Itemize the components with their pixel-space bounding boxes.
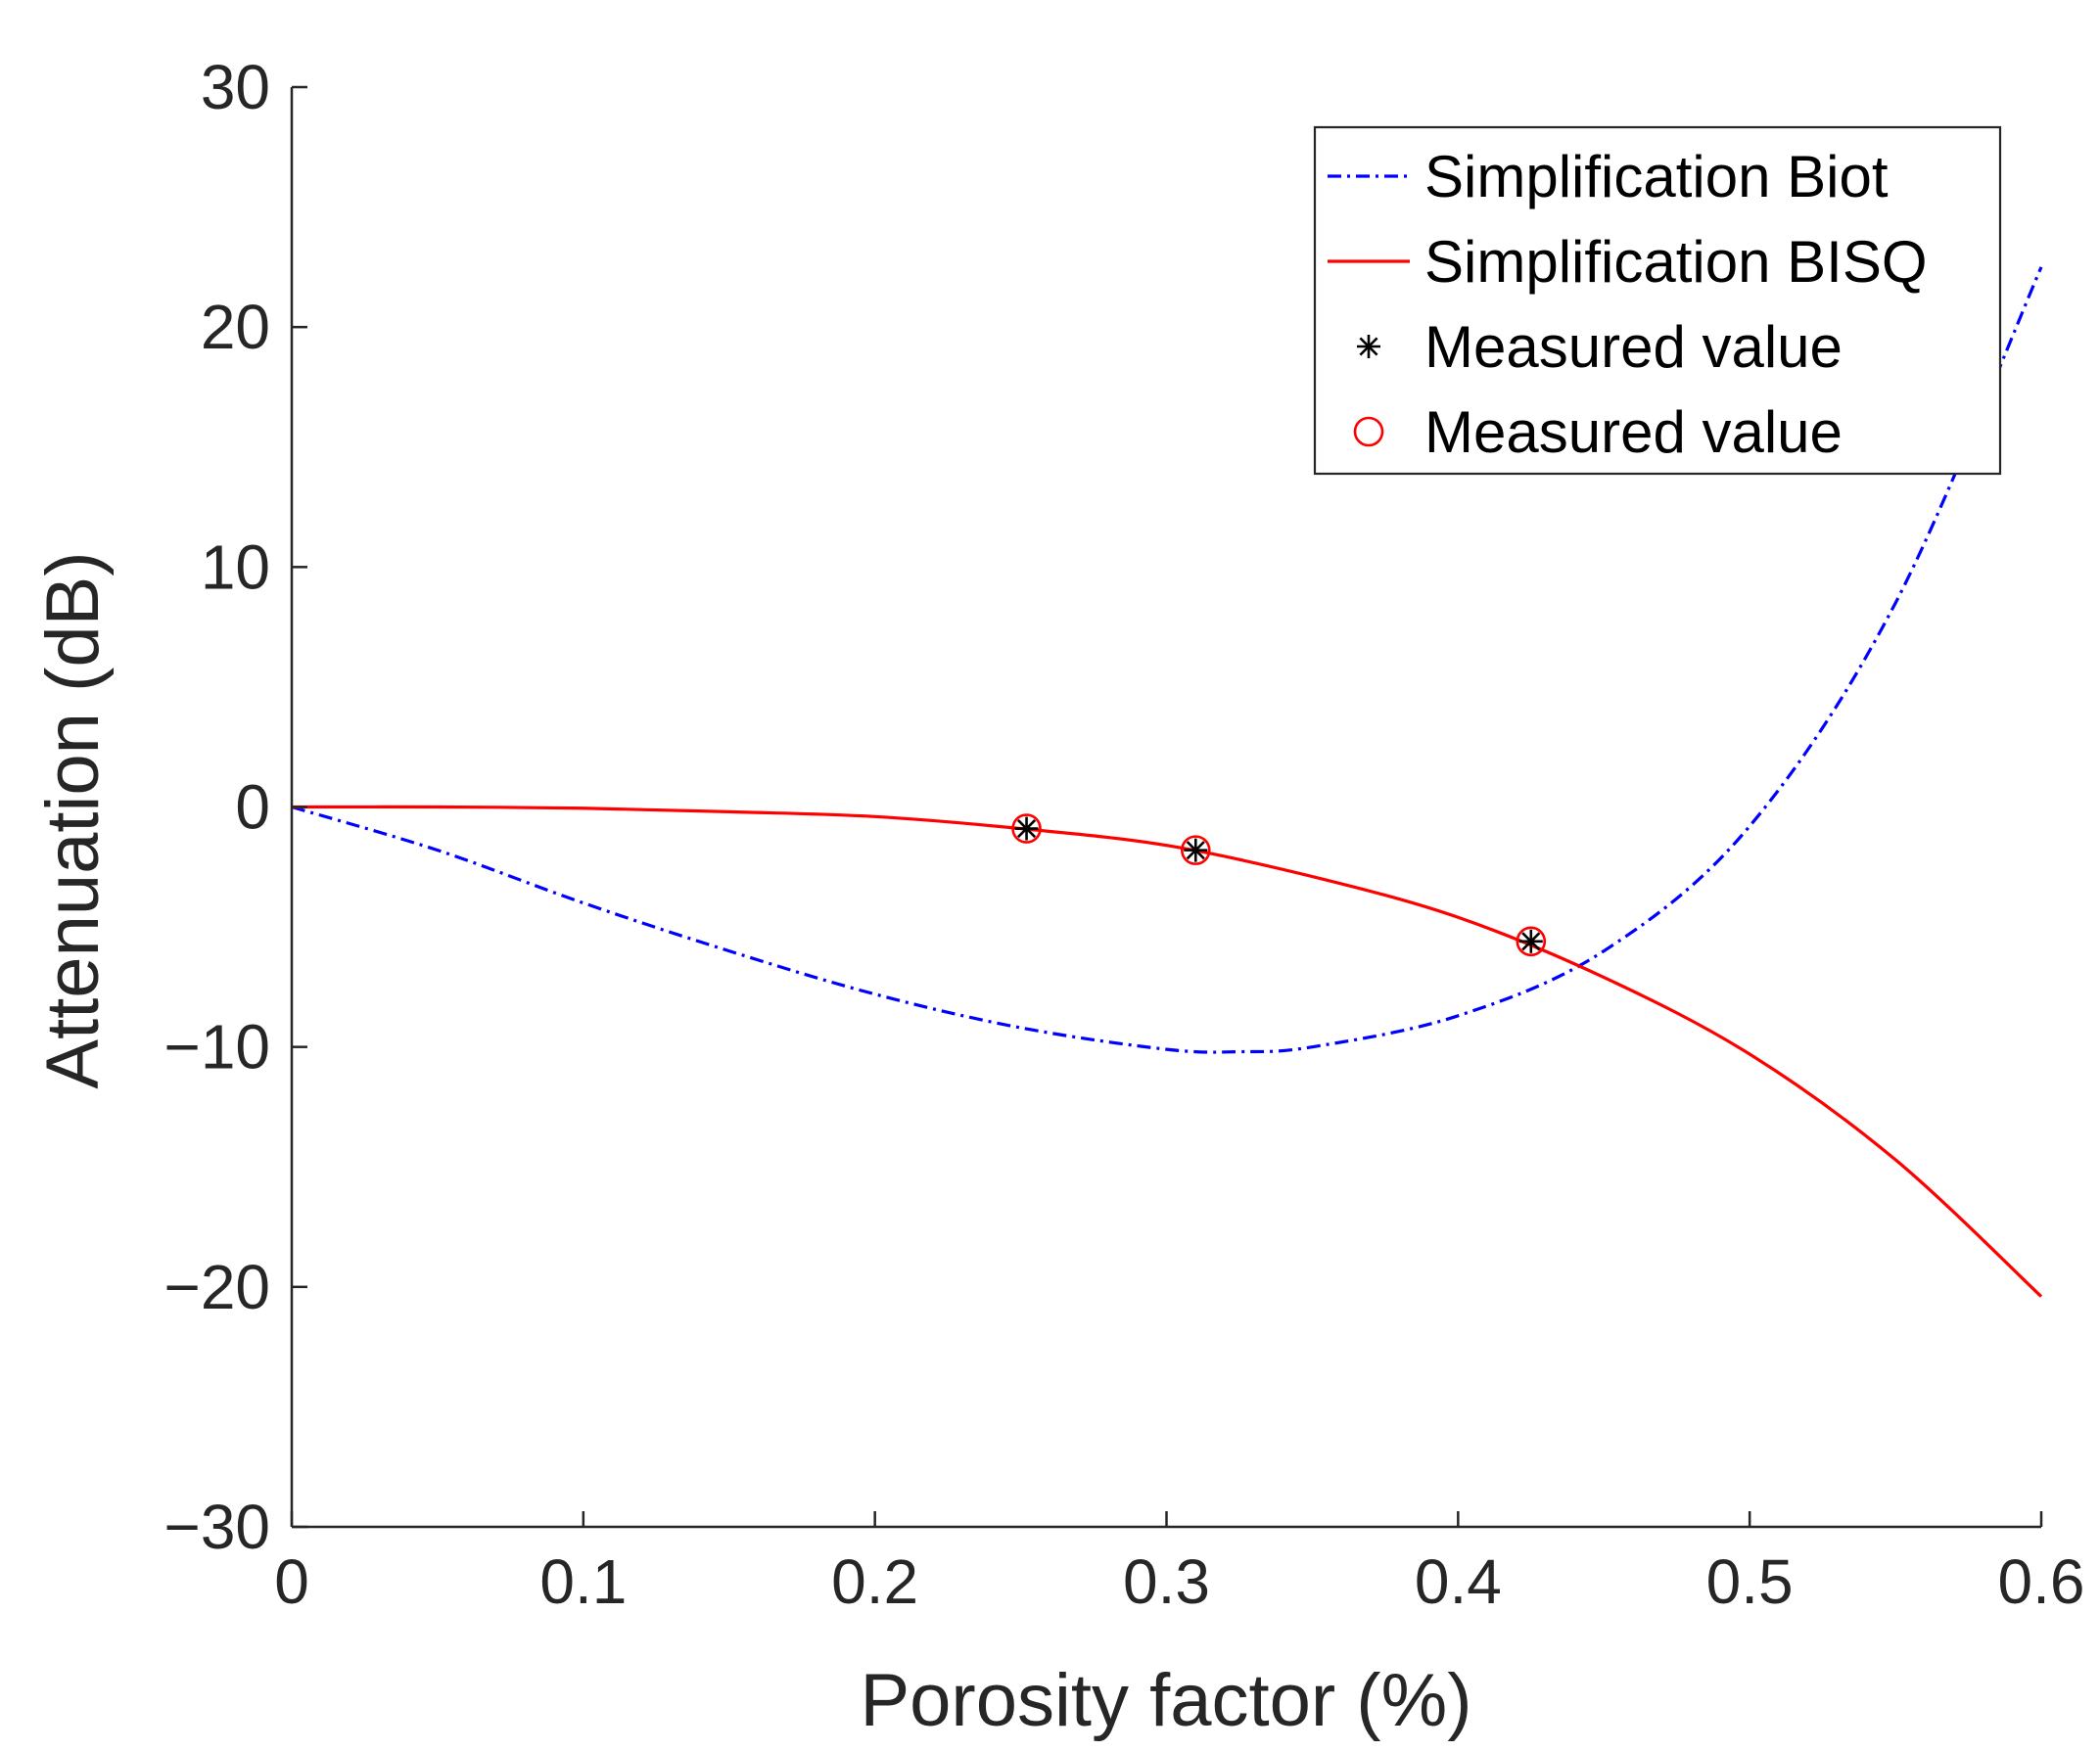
legend-item: Simplification Biot bbox=[1328, 144, 1889, 209]
y-tick-label: −10 bbox=[163, 1012, 270, 1083]
data-point-circle bbox=[1011, 813, 1042, 844]
data-point-circle bbox=[1180, 835, 1211, 865]
y-axis-title: Attenuation (dB) bbox=[31, 551, 115, 1088]
y-tick-label: 20 bbox=[201, 292, 270, 362]
legend-swatch-asterisk bbox=[1357, 335, 1380, 358]
x-tick-label: 0 bbox=[274, 1546, 309, 1617]
legend-label: Measured value bbox=[1424, 399, 1843, 465]
x-tick-label: 0.3 bbox=[1123, 1546, 1210, 1617]
legend-swatch-circle bbox=[1353, 416, 1384, 447]
legend-item: Simplification BISQ bbox=[1328, 229, 1928, 295]
x-tick-label: 0.1 bbox=[539, 1546, 627, 1617]
x-tick-label: 0.2 bbox=[831, 1546, 918, 1617]
legend-item: Measured value bbox=[1357, 314, 1843, 380]
x-tick-label: 0.6 bbox=[1998, 1546, 2085, 1617]
data-point-asterisk bbox=[1184, 838, 1208, 862]
legend-item: Measured value bbox=[1353, 399, 1843, 465]
plot-area bbox=[291, 266, 2043, 1298]
legend-label: Simplification Biot bbox=[1424, 144, 1889, 209]
x-tick-label: 0.4 bbox=[1415, 1546, 1502, 1617]
data-point-circle bbox=[1516, 926, 1547, 957]
axes: 0 0.1 0.2 0.3 0.4 0.5 0.6 −30 −20 −10 0 10 20 30 bbox=[163, 52, 2084, 1617]
x-axis-title: Porosity factor (%) bbox=[860, 1659, 1471, 1742]
legend-label: Measured value bbox=[1424, 314, 1843, 380]
y-tick-label: 30 bbox=[201, 52, 270, 122]
y-tick-label: −20 bbox=[163, 1252, 270, 1322]
x-tick-label: 0.5 bbox=[1706, 1546, 1794, 1617]
series-line-simplification-biot bbox=[291, 266, 2043, 1054]
legend: Simplification Biot Simplification BISQ Me… bbox=[1313, 125, 2002, 476]
y-tick-label: 10 bbox=[201, 531, 270, 602]
legend-box bbox=[1313, 125, 2002, 476]
y-tick-label: 0 bbox=[235, 772, 270, 843]
y-tick-label: −30 bbox=[163, 1492, 270, 1562]
series-line-simplification-bisq bbox=[291, 805, 2043, 1298]
data-point-asterisk bbox=[1518, 929, 1543, 953]
data-point-asterisk bbox=[1014, 816, 1039, 841]
legend-label: Simplification BISQ bbox=[1424, 229, 1928, 295]
